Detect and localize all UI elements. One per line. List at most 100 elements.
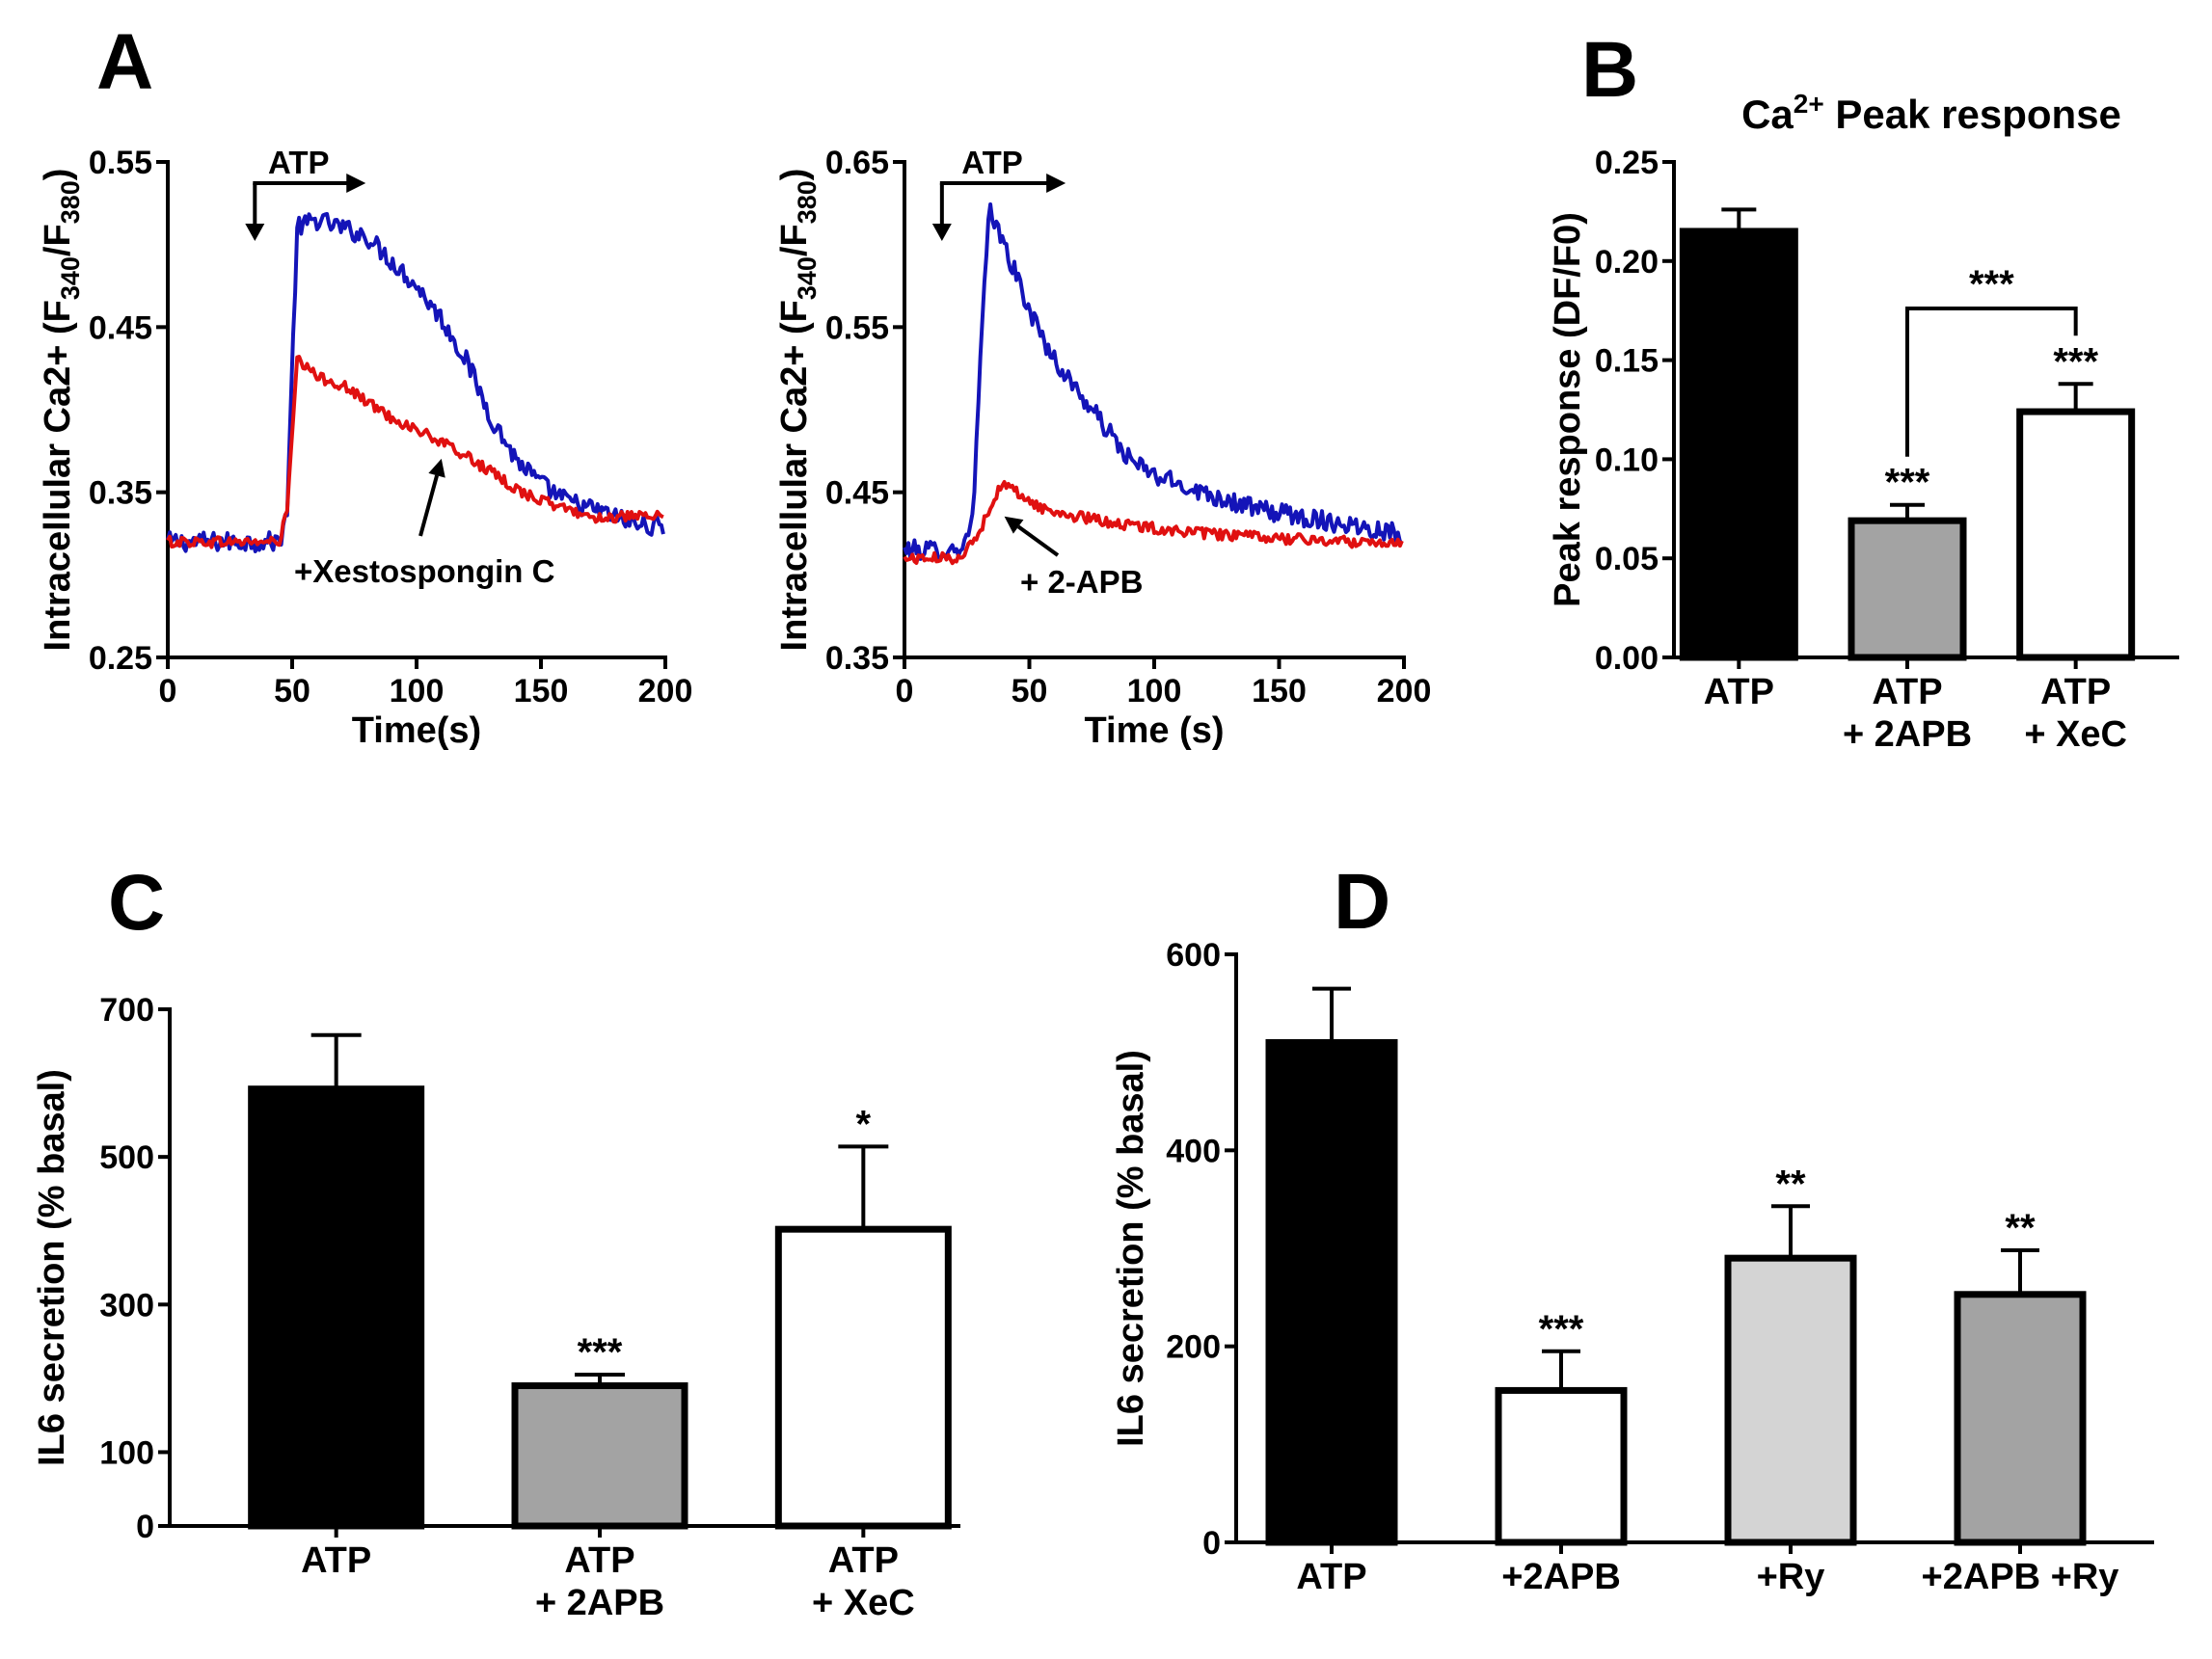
panel-label-a: A [96,18,153,106]
x-category-label: + 2APB [535,1583,664,1623]
y-tick-label: 700 [99,992,154,1029]
x-category-label: ATP [1296,1557,1366,1597]
y-tick-label: 0.20 [1595,244,1659,281]
x-tick-label: 200 [638,673,693,709]
significance-bracket [1905,307,2078,457]
x-category-label: +Ry [1757,1557,1825,1597]
x-tick-label: 50 [274,673,310,709]
x-tick-label: 150 [1252,673,1307,709]
y-axis-label: Intracellular Ca2+ (F340/F380) [774,169,822,652]
y-tick-label: 0.05 [1595,541,1659,577]
panel-label-c: C [108,859,165,947]
x-axis-label: Time (s) [1084,710,1224,751]
trace-treated [903,480,1404,566]
stimulus-down-arrowhead [245,224,265,241]
y-tick-label: 0.45 [89,309,152,346]
x-category-label: + 2APB [1843,714,1972,755]
x-tick-label: 200 [1377,673,1432,709]
annotation-label: + 2-APB [1020,564,1143,600]
stimulus-down-arrowhead [931,224,952,241]
y-axis-label: IL6 secretion (% basal) [1111,1050,1151,1447]
x-category-label: ATP [1704,672,1774,712]
y-tick-label: 0 [136,1509,154,1545]
significance-stars: *** [1539,1308,1584,1351]
x-tick-label: 150 [514,673,569,709]
y-tick-label: 0.35 [825,640,889,677]
x-category-label: +2APB +Ry [1922,1557,2119,1597]
stimulus-right-arrowhead [1046,174,1066,193]
significance-stars: *** [2053,340,2098,383]
chart-title: Ca2+ Peak response [1741,89,2121,137]
bar [774,1225,952,1530]
x-tick-label: 50 [1012,673,1048,709]
annotation-arrow-line [1016,524,1060,557]
panel-label-d: D [1334,858,1390,946]
stimulus-right-arrowhead [346,174,366,193]
bar [1679,227,1798,661]
x-category-label: ATP [1872,672,1942,712]
significance-stars: ** [2005,1207,2036,1249]
x-tick-label: 0 [159,673,177,709]
x-tick-label: 0 [896,673,914,709]
stimulus-label: ATP [268,145,330,180]
y-tick-label: 400 [1166,1133,1221,1169]
y-tick-label: 0.55 [825,309,889,346]
bar [511,1382,688,1530]
bar [1724,1254,1857,1546]
annotation-arrow-line [418,474,440,537]
panel-label-b: B [1581,26,1638,114]
y-tick-label: 0.00 [1595,640,1659,677]
significance-stars: *** [578,1331,623,1374]
y-axis-label: IL6 secretion (% basal) [32,1069,72,1466]
y-tick-label: 300 [99,1287,154,1324]
x-axis-label: Time(s) [352,710,481,751]
y-tick-label: 0.65 [825,145,889,181]
annotation-arrowhead [428,458,445,478]
x-category-label: + XeC [2024,714,2127,755]
x-category-label: ATP [828,1540,899,1581]
y-tick-label: 0.25 [89,640,152,677]
x-category-label: ATP [564,1540,634,1581]
x-tick-label: 100 [390,673,445,709]
bracket-stars: *** [1969,263,2014,306]
y-tick-label: 500 [99,1139,154,1176]
y-axis-label: Peak response (DF/F0) [1548,212,1588,607]
trace-control [166,212,665,553]
annotation-arrowhead [1004,516,1024,534]
x-category-label: + XeC [812,1583,915,1623]
trace-control [903,202,1403,562]
chart-a2-calcium-trace-2apb: 0.35 0.45 0.55 0.65 0 50 100 150 200 Time (s) Intr… [774,145,1431,751]
chart-a1-calcium-trace-xestospongin: 0.25 0.35 0.45 0.55 0 50 100 150 200 Time(s) Intra… [38,145,692,751]
chart-d-il6-secretion-ryanodine: 0 200 400 600 IL6 secretion (% basal) ATP *** +… [1111,937,2154,1597]
x-category-label: +2APB [1501,1557,1621,1597]
bar [248,1085,425,1530]
y-tick-label: 0.10 [1595,442,1659,478]
y-tick-label: 0 [1202,1525,1221,1562]
y-tick-label: 0.35 [89,475,152,512]
bar [1265,1039,1398,1546]
bar [1954,1291,2087,1546]
y-axis-label: Intracellular Ca2+ (F340/F380) [38,169,85,652]
stimulus-label: ATP [961,145,1023,180]
x-category-label: ATP [301,1540,371,1581]
annotation-label: +Xestospongin C [294,553,554,589]
y-tick-label: 0.45 [825,475,889,512]
y-tick-label: 600 [1166,937,1221,974]
y-tick-label: 100 [99,1434,154,1471]
significance-stars: ** [1775,1163,1806,1205]
bar [1495,1386,1628,1546]
bar [1848,517,1967,661]
significance-stars: * [856,1103,872,1145]
y-tick-label: 0.55 [89,145,152,181]
y-tick-label: 0.25 [1595,145,1659,181]
x-tick-label: 100 [1127,673,1182,709]
x-category-label: ATP [2040,672,2111,712]
chart-c-il6-secretion: 0 100 300 500 700 IL6 secretion (% basal) ATP *… [32,992,960,1623]
y-tick-label: 0.15 [1595,343,1659,380]
y-tick-label: 200 [1166,1329,1221,1366]
bar [2016,408,2136,661]
significance-stars: *** [1885,462,1930,504]
trace-treated [166,355,664,549]
